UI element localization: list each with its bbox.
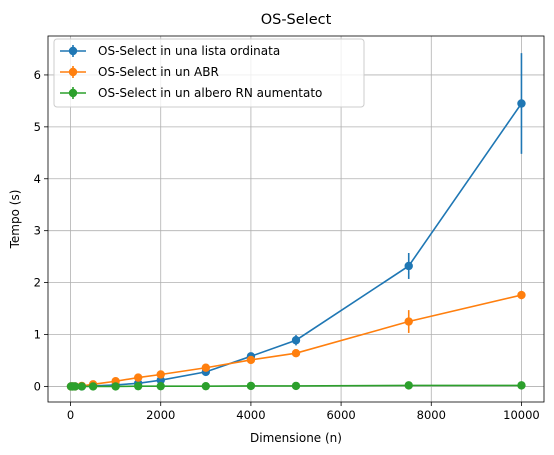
data-point: [405, 317, 413, 325]
data-point: [157, 370, 165, 378]
y-tick-label: 2: [34, 276, 41, 290]
y-tick-label: 3: [34, 224, 41, 238]
legend-swatch-marker: [69, 68, 77, 76]
data-point: [405, 262, 413, 270]
legend-swatch-marker: [69, 89, 77, 97]
data-point: [78, 382, 86, 390]
data-point: [292, 349, 300, 357]
data-point: [247, 356, 255, 364]
data-point: [292, 382, 300, 390]
data-point: [202, 364, 210, 372]
legend-label: OS-Select in un ABR: [98, 65, 219, 79]
y-tick-label: 4: [34, 172, 41, 186]
legend-label: OS-Select in un albero RN aumentato: [98, 86, 322, 100]
data-point: [89, 382, 97, 390]
x-tick-label: 4000: [236, 408, 265, 422]
data-point: [292, 336, 300, 344]
data-point: [247, 382, 255, 390]
data-point: [517, 291, 525, 299]
y-tick-label: 1: [34, 328, 41, 342]
data-point: [517, 381, 525, 389]
data-point: [134, 373, 142, 381]
x-tick-label: 8000: [417, 408, 446, 422]
x-tick-label: 2000: [146, 408, 175, 422]
data-point: [134, 382, 142, 390]
data-point: [157, 382, 165, 390]
chart-title: OS-Select: [261, 12, 332, 28]
data-point: [405, 381, 413, 389]
x-axis-ticks: 0 2000 4000 6000 8000 10000: [67, 402, 540, 422]
y-axis-ticks: 0 1 2 3 4 5 6: [34, 68, 48, 393]
data-point: [202, 382, 210, 390]
y-tick-label: 0: [34, 379, 41, 393]
legend-swatch-marker: [69, 47, 77, 55]
x-tick-label: 10000: [503, 408, 540, 422]
y-tick-label: 6: [34, 68, 41, 82]
data-point: [517, 99, 525, 107]
y-tick-label: 5: [34, 120, 41, 134]
legend: OS-Select in una lista ordinata OS-Select…: [54, 39, 364, 107]
x-axis-label: Dimensione (n): [250, 431, 342, 445]
legend-label: OS-Select in una lista ordinata: [98, 44, 280, 58]
x-tick-label: 0: [67, 408, 74, 422]
data-point: [111, 382, 119, 390]
legend-item: OS-Select in un albero RN aumentato: [60, 86, 322, 100]
x-tick-label: 6000: [326, 408, 355, 422]
y-axis-label: Tempo (s): [8, 190, 22, 250]
